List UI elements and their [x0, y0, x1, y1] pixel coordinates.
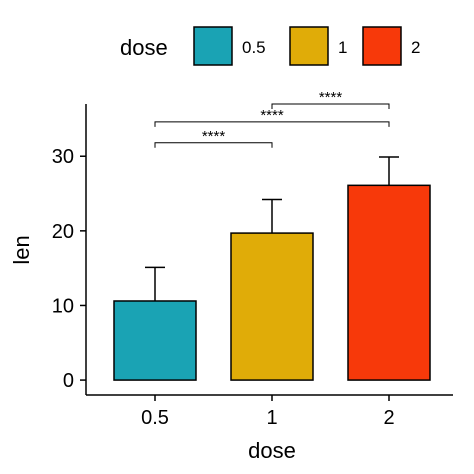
- significance-label: ****: [260, 107, 284, 124]
- significance-bracket: ****: [271, 89, 390, 109]
- significance-bracket: ****: [154, 128, 273, 148]
- legend-label: 2: [411, 38, 420, 57]
- bar-0.5: [113, 300, 197, 381]
- bars: [113, 184, 431, 381]
- legend-item-2: 2: [362, 26, 420, 66]
- y-tick-label: 10: [52, 295, 74, 317]
- x-tick-label: 2: [383, 407, 394, 429]
- legend-key: [362, 26, 402, 66]
- y-tick-label: 0: [63, 370, 74, 392]
- significance-label: ****: [319, 89, 343, 106]
- bar-2: [347, 184, 431, 381]
- legend-title: dose: [120, 35, 168, 60]
- legend-label: 0.5: [242, 38, 266, 57]
- x-tick-label: 0.5: [141, 407, 169, 429]
- legend-label: 1: [338, 38, 347, 57]
- y-tick-label: 20: [52, 221, 74, 243]
- significance-label: ****: [202, 128, 226, 145]
- bar-1: [230, 232, 314, 381]
- legend: dose 0.5 1 2: [120, 26, 420, 66]
- legend-key: [193, 26, 233, 66]
- y-axis-title: len: [9, 235, 34, 264]
- legend-key: [289, 26, 329, 66]
- y-tick-label: 30: [52, 146, 74, 168]
- significance-brackets: **** **** ****: [154, 89, 390, 148]
- legend-item-0.5: 0.5: [193, 26, 266, 66]
- legend-item-1: 1: [289, 26, 347, 66]
- x-tick-label: 1: [266, 407, 277, 429]
- x-axis-title: dose: [248, 438, 296, 463]
- ticks: 0 10 20 30 0.5 1 2: [52, 146, 395, 429]
- axes: [85, 104, 453, 396]
- significance-bracket: ****: [154, 107, 390, 127]
